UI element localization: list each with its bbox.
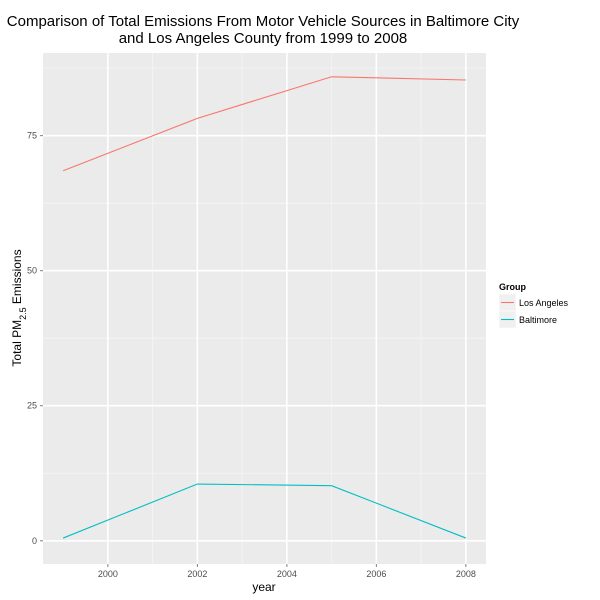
y-tick-label: 0 [32, 536, 37, 546]
x-axis-title: year [252, 580, 275, 594]
minor-gridlines [43, 53, 486, 564]
series-line-los-angeles [62, 76, 466, 172]
chart-title-line-2: and Los Angeles County from 1999 to 2008 [119, 30, 408, 47]
y-tick-label: 25 [27, 401, 37, 411]
plot-panel [43, 53, 486, 564]
x-tick-label: 2008 [456, 569, 476, 579]
y-axis-title-suffix: Emissions [10, 249, 24, 307]
legend-items: Los Angeles Baltimore [498, 293, 569, 329]
x-axis-ticks: 2000 2002 2004 2006 2008 [98, 564, 476, 579]
x-tick-label: 2002 [187, 569, 207, 579]
y-tick-label: 75 [27, 131, 37, 141]
x-tick-label: 2004 [277, 569, 297, 579]
y-axis-title-prefix: Total PM [10, 320, 24, 367]
major-gridlines [43, 53, 486, 564]
legend-label-los-angeles: Los Angeles [519, 298, 569, 308]
y-axis-title-subscript: 2.5 [18, 307, 28, 320]
chart-title-line-1: Comparison of Total Emissions From Motor… [7, 13, 520, 30]
y-tick-label: 50 [27, 266, 37, 276]
x-tick-label: 2000 [98, 569, 118, 579]
legend: Group Los Angeles Baltimore [498, 282, 569, 329]
series-line-baltimore [62, 483, 467, 539]
legend-label-baltimore: Baltimore [519, 315, 557, 325]
x-tick-label: 2006 [366, 569, 386, 579]
legend-title: Group [499, 282, 526, 292]
y-axis-ticks: 0 25 50 75 [27, 131, 43, 546]
series-layer [62, 76, 467, 539]
y-axis-title: Total PM2.5 Emissions [10, 249, 28, 366]
